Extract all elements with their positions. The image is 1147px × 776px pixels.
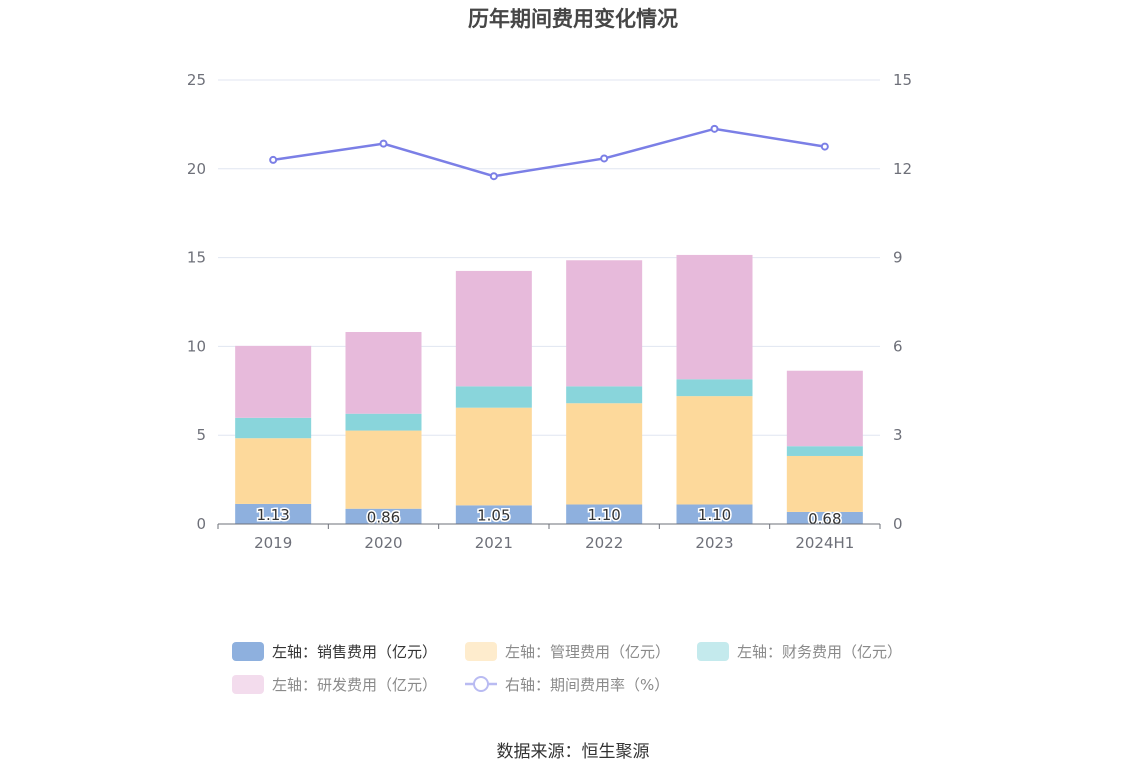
legend[interactable]: 左轴：销售费用（亿元） 左轴：管理费用（亿元） 左轴：财务费用（亿元） 左轴：研发费用… — [232, 642, 902, 694]
legend-swatch — [232, 642, 264, 661]
x-axis: 2019 2020 2021 2022 2023 2024H1 — [217, 523, 881, 552]
bar-segment-4 — [455, 270, 532, 387]
bar-segment-3 — [566, 386, 643, 404]
left-tick-label: 15 — [187, 249, 206, 267]
bar-segment-4 — [786, 370, 863, 447]
rate-point — [600, 154, 609, 163]
bar-segment-4 — [235, 345, 312, 418]
right-tick-label: 9 — [893, 249, 903, 267]
bar-segment-1 — [455, 505, 532, 524]
x-tick-label: 2021 — [475, 534, 513, 552]
legend-label: 左轴：财务费用（亿元） — [737, 643, 902, 661]
bar-segment-3 — [345, 413, 422, 431]
bar-segment-3 — [455, 386, 532, 408]
right-tick-label: 0 — [893, 515, 903, 533]
x-tick-label: 2019 — [254, 534, 292, 552]
left-tick-label: 25 — [187, 71, 206, 89]
legend-swatch — [232, 675, 264, 694]
right-tick-label: 15 — [893, 71, 912, 89]
legend-marker — [473, 676, 489, 692]
right-tick-label: 6 — [893, 337, 903, 355]
source-note: 数据来源：恒生聚源 — [497, 742, 650, 762]
legend-swatch — [697, 642, 729, 661]
bar-data-label: 1.10 — [587, 506, 620, 524]
left-tick-label: 5 — [196, 426, 206, 444]
bar-segment-2 — [566, 403, 643, 505]
x-tick-label: 2022 — [585, 534, 623, 552]
right-tick-label: 3 — [893, 426, 903, 444]
bar-segment-2 — [345, 430, 422, 509]
legend-label: 右轴：期间费用率（%） — [505, 676, 669, 694]
bar-segment-3 — [786, 446, 863, 456]
legend-item-1[interactable]: 左轴：销售费用（亿元） — [232, 642, 437, 661]
right-tick-label: 12 — [893, 160, 912, 178]
bar-segment-2 — [786, 455, 863, 512]
bar-segment-4 — [566, 260, 643, 387]
bar-data-label: 0.86 — [367, 508, 400, 526]
legend-item-4[interactable]: 左轴：研发费用（亿元） — [232, 675, 437, 694]
rate-point — [269, 155, 278, 164]
bar-segment-1 — [566, 504, 643, 524]
legend-item-3[interactable]: 左轴：财务费用（亿元） — [697, 642, 902, 661]
bar-data-label: 1.10 — [698, 506, 731, 524]
rate-point — [489, 172, 498, 181]
bar-segment-2 — [455, 407, 532, 506]
legend-item-5[interactable]: 右轴：期间费用率（%） — [465, 676, 669, 694]
x-tick-label: 2024H1 — [795, 534, 854, 552]
bar-segment-1 — [786, 511, 863, 524]
bar-segment-1 — [235, 503, 312, 524]
rate-point — [820, 142, 829, 151]
x-tick-label: 2020 — [364, 534, 402, 552]
rate-line — [272, 127, 826, 178]
bar-segment-2 — [235, 438, 312, 504]
bar-segment-4 — [676, 254, 753, 380]
rate-point — [379, 139, 388, 148]
legend-label: 左轴：销售费用（亿元） — [272, 643, 437, 661]
bar-segment-4 — [345, 332, 422, 414]
bar-segment-3 — [676, 379, 753, 397]
bar-segment-2 — [676, 396, 753, 505]
bar-segment-1 — [676, 504, 753, 524]
left-tick-label: 0 — [196, 515, 206, 533]
legend-label: 左轴：研发费用（亿元） — [272, 676, 437, 694]
x-tick-label: 2023 — [695, 534, 733, 552]
bar-segment-3 — [235, 417, 312, 439]
chart-title: 历年期间费用变化情况 — [468, 7, 678, 31]
bars — [235, 254, 863, 524]
bar-segment-1 — [345, 508, 422, 524]
bar-data-label: 1.13 — [256, 506, 289, 524]
rate-point — [710, 124, 719, 133]
left-tick-label: 10 — [187, 337, 206, 355]
bar-labels: 1.13 0.86 1.05 1.10 1.10 0.68 — [255, 504, 843, 529]
legend-swatch — [465, 642, 497, 661]
left-axis: 0 5 10 15 20 25 — [187, 71, 206, 533]
line-series — [269, 124, 829, 181]
bar-data-label: 1.05 — [477, 507, 510, 525]
left-tick-label: 20 — [187, 160, 206, 178]
grid-lines — [218, 79, 880, 436]
legend-label: 左轴：管理费用（亿元） — [505, 643, 670, 661]
legend-item-2[interactable]: 左轴：管理费用（亿元） — [465, 642, 670, 661]
bar-data-label: 0.68 — [808, 510, 841, 528]
right-axis: 0 3 6 9 12 15 — [893, 71, 912, 533]
